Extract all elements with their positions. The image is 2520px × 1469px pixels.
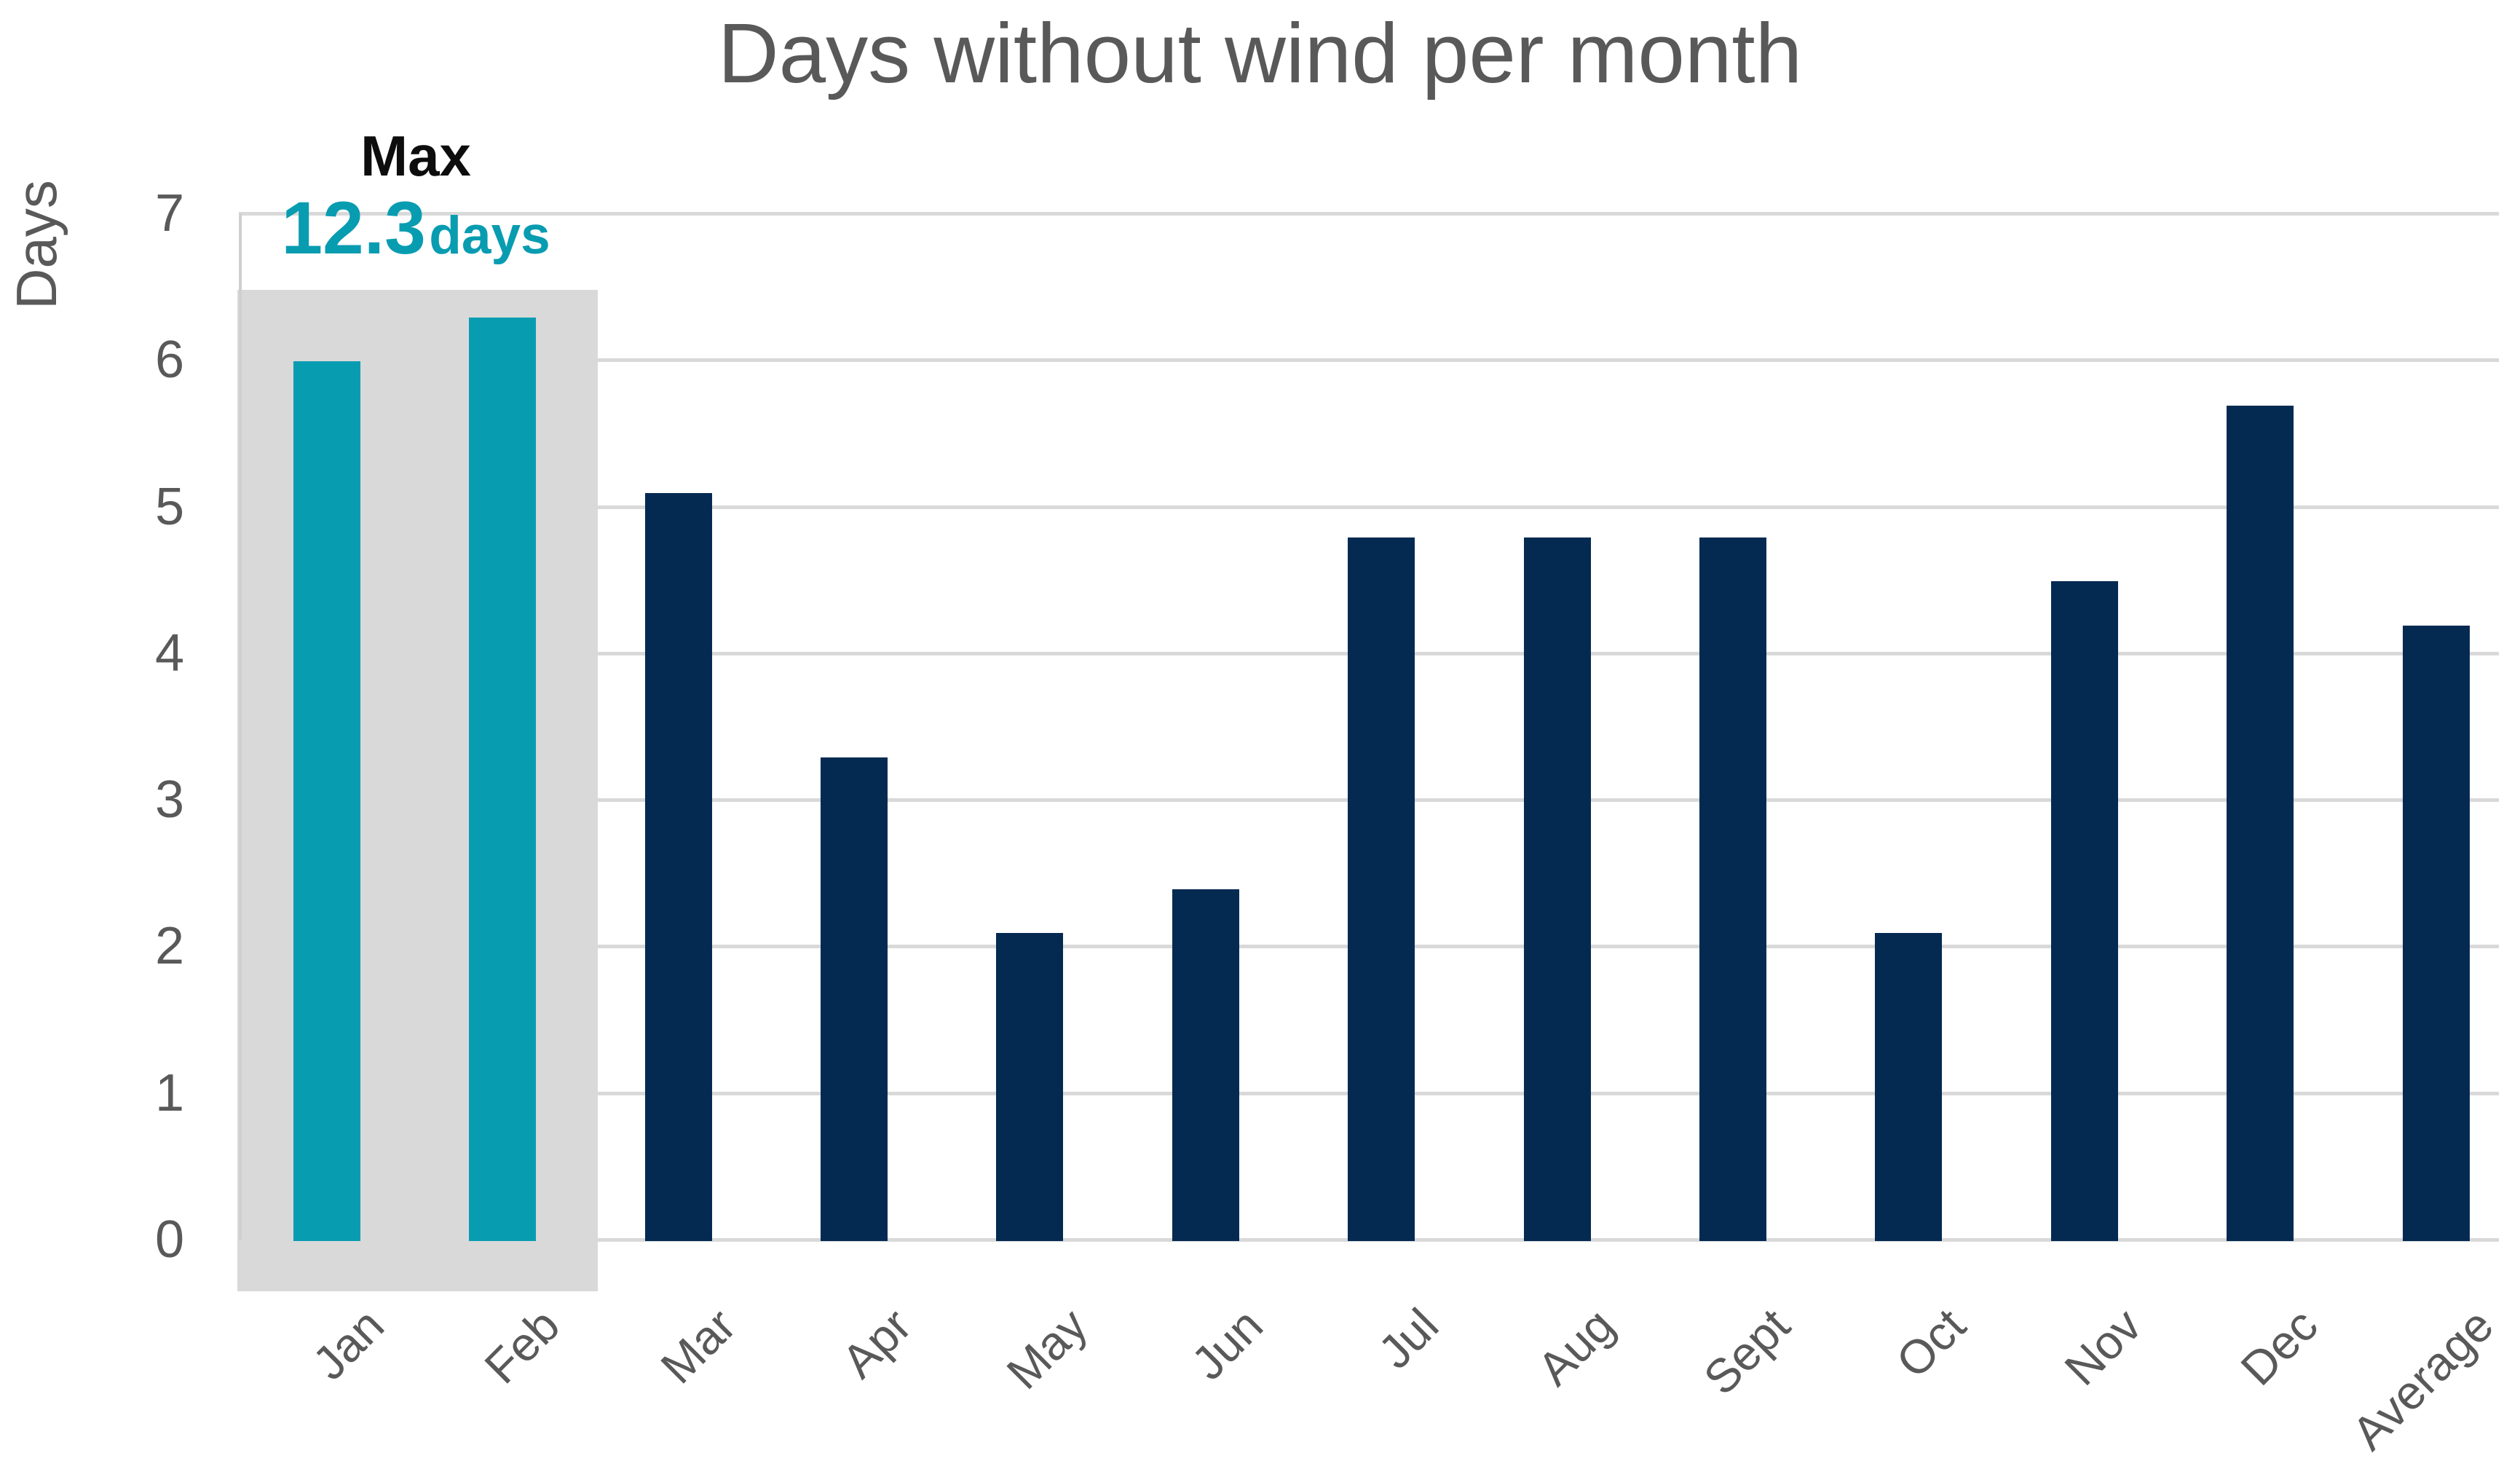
y-tick-label-0: 0 [154,1210,184,1269]
y-axis-title: Days [4,180,68,310]
y-tick-label-4: 4 [154,623,184,682]
bar-jun [1172,889,1239,1241]
bar-sept [1699,537,1766,1241]
gridline-5 [239,505,2499,509]
bar-may [996,933,1064,1241]
x-label-feb: Feb [474,1298,570,1394]
max-annotation-unit: days [429,206,550,265]
max-annotation-value-row: 12.3 days [197,188,634,268]
x-label-mar: Mar [649,1298,746,1394]
bar-mar [644,493,712,1241]
bar-average [2402,625,2470,1241]
y-axis-line [239,213,242,1240]
x-label-average: Average [2341,1298,2503,1460]
y-tick-label-3: 3 [154,771,184,830]
y-tick-label-1: 1 [154,1063,184,1122]
chart-title: Days without wind per month [717,6,1803,101]
gridline-7 [239,212,2499,216]
bar-dec [2227,405,2294,1241]
bar-aug [1523,537,1591,1241]
y-tick-label-5: 5 [154,477,184,536]
y-tick-label-7: 7 [154,184,184,243]
max-annotation-label: Max [360,124,471,188]
x-label-dec: Dec [2229,1298,2328,1395]
bar-jan [293,361,360,1241]
max-annotation: Max 12.3 days [197,124,634,268]
x-label-oct: Oct [1886,1298,1976,1388]
bar-oct [1875,933,1943,1241]
x-label-nov: Nov [2054,1298,2152,1395]
x-label-aug: Aug [1527,1298,1624,1395]
x-label-jan: Jan [302,1298,394,1390]
bar-feb [469,317,537,1241]
y-tick-label-2: 2 [154,917,184,976]
x-label-sept: Sept [1693,1298,1801,1405]
x-label-jun: Jun [1181,1298,1273,1390]
bar-nov [2050,581,2118,1241]
max-annotation-value: 12.3 [281,186,426,269]
x-label-may: May [996,1298,1097,1400]
gridline-6 [239,358,2499,363]
y-tick-label-6: 6 [154,331,184,390]
x-label-jul: Jul [1367,1298,1449,1379]
x-label-apr: Apr [831,1298,922,1388]
bar-jul [1348,537,1415,1241]
highlight-box-jan-feb [237,289,598,1291]
bar-apr [820,757,888,1241]
